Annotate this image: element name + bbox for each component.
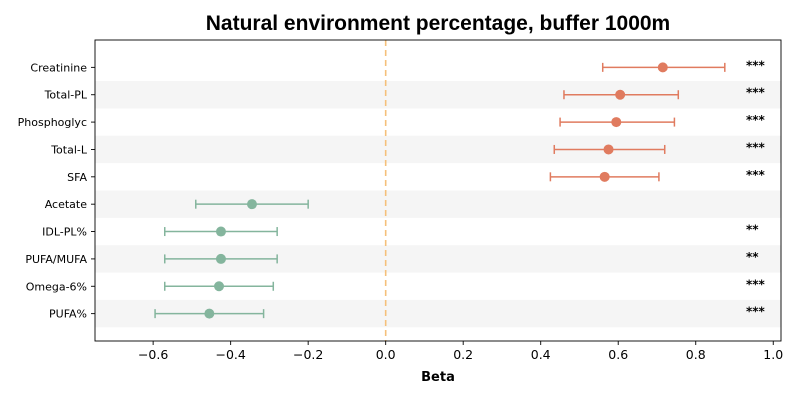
point-estimate: [215, 226, 226, 237]
point-estimate: [215, 253, 226, 264]
point-estimate: [599, 171, 610, 182]
significance-label: ***: [746, 113, 766, 127]
x-tick-label: −0.2: [293, 347, 323, 362]
y-tick-label: IDL-PL%: [42, 226, 87, 239]
row-total-l: ***: [553, 140, 766, 155]
data-marks: *************************: [154, 58, 766, 319]
row-pufa-mufa: **: [164, 250, 759, 264]
x-tick-label: −0.4: [215, 347, 245, 362]
significance-label: **: [746, 250, 759, 264]
point-estimate: [214, 281, 225, 292]
point-estimate: [615, 89, 626, 100]
row-creatinine: ***: [601, 58, 766, 73]
significance-label: ***: [746, 58, 766, 72]
x-tick-label: 1.0: [763, 347, 783, 362]
y-axis: Creatinine Total-PL Phosphoglyc Total-L SFA A…: [18, 61, 95, 321]
row-idl-pl-: **: [164, 223, 759, 237]
y-tick-label: PUFA%: [49, 308, 87, 321]
chart-title: Natural environment percentage, buffer 1…: [206, 12, 670, 35]
y-tick-label: Phosphoglyc: [18, 116, 87, 129]
significance-label: ***: [746, 168, 766, 182]
x-axis-label: Beta: [421, 370, 455, 385]
plot-frame: [94, 39, 782, 342]
point-estimate: [603, 144, 614, 155]
x-axis: −0.6 −0.4 −0.2 0.0 0.2 0.4 0.6 0.8 1.0: [138, 341, 783, 362]
x-tick-label: −0.6: [138, 347, 168, 362]
point-estimate: [657, 62, 668, 73]
row-pufa-: ***: [154, 305, 766, 319]
y-tick-label: Creatinine: [30, 61, 87, 74]
row-total-pl: ***: [563, 86, 766, 100]
significance-label: ***: [746, 277, 766, 291]
row-phosphoglyc: ***: [559, 113, 766, 128]
y-tick-label: Omega-6%: [26, 280, 87, 293]
significance-label: ***: [746, 305, 766, 319]
y-tick-label: Total-L: [50, 143, 88, 156]
x-tick-label: 0.4: [531, 347, 551, 362]
row-band: [95, 135, 781, 164]
point-estimate: [204, 308, 215, 319]
point-estimate: [611, 117, 622, 128]
y-tick-label: PUFA/MUFA: [25, 253, 87, 266]
x-tick-label: 0.2: [453, 347, 473, 362]
significance-label: ***: [746, 140, 766, 154]
significance-label: ***: [746, 86, 766, 100]
y-tick-label: Total-PL: [44, 89, 88, 102]
x-tick-label: 0.6: [608, 347, 628, 362]
point-estimate: [246, 199, 257, 210]
y-tick-label: SFA: [67, 171, 87, 184]
row-omega-6-: ***: [164, 277, 766, 292]
y-tick-label: Acetate: [45, 198, 88, 211]
row-acetate: [195, 199, 309, 210]
row-sfa: ***: [549, 168, 766, 182]
x-tick-label: 0.8: [686, 347, 706, 362]
x-tick-label: 0.0: [376, 347, 396, 362]
significance-label: **: [746, 223, 759, 237]
